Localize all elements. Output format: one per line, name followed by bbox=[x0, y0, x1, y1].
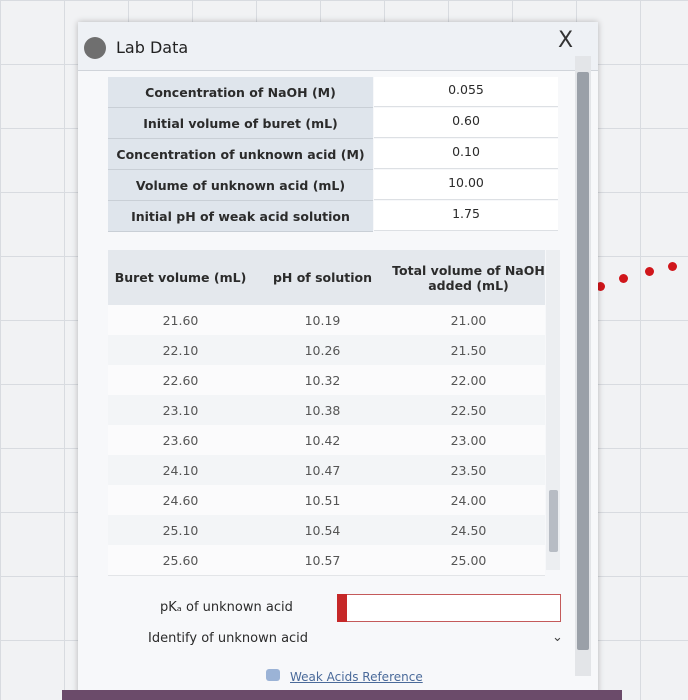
plot-dot bbox=[619, 274, 628, 283]
table-cell: 24.10 bbox=[162, 462, 199, 478]
table-cell: 25.60 bbox=[162, 552, 199, 568]
info-label: Initial pH of weak acid solution bbox=[108, 201, 373, 232]
table-cell: 24.50 bbox=[450, 522, 487, 538]
table-row: 22.10 10.26 21.50 bbox=[108, 335, 545, 366]
info-label: Initial volume of buret (mL) bbox=[108, 108, 373, 139]
table-cell: 24.00 bbox=[450, 492, 487, 508]
scroll-thumb[interactable] bbox=[549, 490, 558, 552]
table-cell: 21.00 bbox=[450, 312, 487, 328]
table-cell: 23.50 bbox=[450, 462, 487, 478]
pka-label: pKₐ of unknown acid bbox=[160, 600, 293, 615]
table-header: Buret volume (mL) pH of solution Total vol… bbox=[108, 250, 545, 306]
table-cell: 10.51 bbox=[304, 492, 341, 508]
plot-dot bbox=[645, 267, 654, 276]
plot-dot bbox=[596, 282, 605, 291]
table-row: 24.10 10.47 23.50 bbox=[108, 455, 545, 486]
info-value: 0.055 bbox=[374, 77, 558, 107]
input-flag bbox=[337, 594, 347, 622]
info-row: Concentration of unknown acid (M) 0.10 bbox=[108, 139, 558, 170]
column-header: Buret volume (mL) bbox=[114, 270, 247, 285]
table-cell: 22.50 bbox=[450, 402, 487, 418]
table-cell: 22.10 bbox=[162, 342, 199, 358]
table-cell: 22.60 bbox=[162, 372, 199, 388]
info-label: Volume of unknown acid (mL) bbox=[108, 170, 373, 201]
table-row: 23.10 10.38 22.50 bbox=[108, 395, 545, 426]
table-cell: 25.00 bbox=[450, 552, 487, 568]
identify-label: Identify of unknown acid bbox=[148, 631, 309, 646]
table-cell: 10.19 bbox=[304, 312, 341, 328]
info-value: 10.00 bbox=[374, 170, 558, 200]
table-cell: 23.60 bbox=[162, 432, 199, 448]
table-cell: 10.47 bbox=[304, 462, 341, 478]
info-label: Concentration of unknown acid (M) bbox=[108, 139, 373, 170]
info-value: 0.60 bbox=[374, 108, 558, 138]
table-row: 24.60 10.51 24.00 bbox=[108, 485, 545, 516]
scroll-thumb[interactable] bbox=[577, 72, 589, 650]
table-row: 25.10 10.54 24.50 bbox=[108, 515, 545, 546]
dialog-title: Lab Data bbox=[116, 38, 189, 57]
reference-link[interactable]: Weak Acids Reference bbox=[290, 670, 423, 684]
table-row: 25.60 10.57 25.00 bbox=[108, 545, 545, 576]
close-button[interactable]: X bbox=[558, 28, 574, 53]
table-row: 23.60 10.42 23.00 bbox=[108, 425, 545, 456]
dropdown-chevron[interactable]: ⌄ bbox=[552, 630, 563, 645]
table-cell: 22.00 bbox=[450, 372, 487, 388]
plot-dot bbox=[668, 262, 677, 271]
info-row: Concentration of NaOH (M) 0.055 bbox=[108, 77, 558, 108]
table-cell: 23.10 bbox=[162, 402, 199, 418]
table-cell: 10.42 bbox=[304, 432, 341, 448]
table-cell: 10.54 bbox=[304, 522, 341, 538]
info-row: Initial pH of weak acid solution 1.75 bbox=[108, 201, 558, 232]
table-cell: 10.32 bbox=[304, 372, 341, 388]
column-header: pH of solution bbox=[272, 270, 373, 285]
table-cell: 25.10 bbox=[162, 522, 199, 538]
table-cell: 23.00 bbox=[450, 432, 487, 448]
table-row: 22.60 10.32 22.00 bbox=[108, 365, 545, 396]
screen-edge bbox=[62, 690, 622, 700]
column-header: Total volume of NaOH added (mL) bbox=[392, 262, 545, 293]
info-label: Concentration of NaOH (M) bbox=[108, 77, 373, 108]
table-cell: 24.60 bbox=[162, 492, 199, 508]
dialog-header bbox=[78, 22, 598, 71]
pka-input[interactable] bbox=[337, 594, 561, 622]
flask-icon bbox=[84, 37, 106, 59]
table-cell: 21.50 bbox=[450, 342, 487, 358]
info-value: 0.10 bbox=[374, 139, 558, 169]
link-icon bbox=[266, 669, 280, 681]
table-row: 21.60 10.19 21.00 bbox=[108, 305, 545, 336]
info-row: Initial volume of buret (mL) 0.60 bbox=[108, 108, 558, 139]
table-cell: 21.60 bbox=[162, 312, 199, 328]
info-value: 1.75 bbox=[374, 201, 558, 231]
info-row: Volume of unknown acid (mL) 10.00 bbox=[108, 170, 558, 201]
table-cell: 10.57 bbox=[304, 552, 341, 568]
table-cell: 10.26 bbox=[304, 342, 341, 358]
table-cell: 10.38 bbox=[304, 402, 341, 418]
